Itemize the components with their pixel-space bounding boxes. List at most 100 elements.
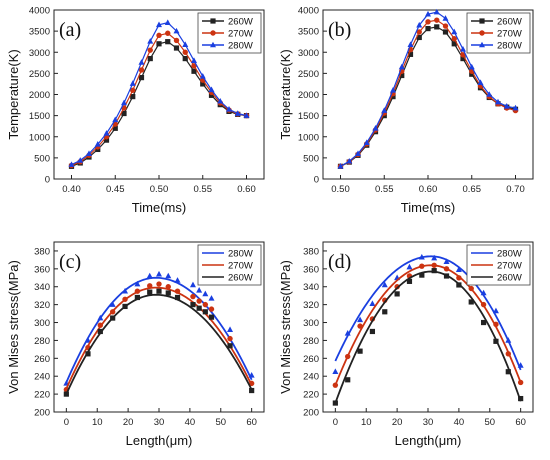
y-tick-label: 0 <box>45 175 50 186</box>
data-point <box>147 55 153 62</box>
data-point <box>492 307 499 314</box>
y-axis-title: Temperature(K) <box>278 49 293 139</box>
y-tick-label: 1000 <box>29 132 50 143</box>
data-point <box>165 284 171 290</box>
data-point <box>248 372 255 378</box>
series-260W <box>332 268 524 406</box>
y-tick-label: 2500 <box>29 69 50 80</box>
data-point <box>460 45 466 52</box>
x-tick-label: 50 <box>484 417 495 428</box>
x-tick-label: 30 <box>423 417 434 428</box>
x-tick-label: 20 <box>123 417 134 428</box>
data-point <box>174 277 181 283</box>
data-point <box>109 301 116 307</box>
data-point <box>381 281 388 288</box>
data-point <box>346 157 353 164</box>
data-point <box>505 337 512 343</box>
x-tick-label: 0.65 <box>463 184 482 195</box>
y-tick-label: 240 <box>34 372 50 383</box>
data-point <box>456 275 462 281</box>
x-tick-label: 0 <box>333 417 338 428</box>
data-point <box>425 10 431 17</box>
data-point <box>381 107 388 113</box>
y-tick-label: 340 <box>34 282 50 293</box>
x-axis-title: Time(ms) <box>401 200 455 215</box>
y-tick-label: 360 <box>303 264 319 275</box>
data-point <box>433 8 440 15</box>
x-axis-title: Length(μm) <box>395 433 462 448</box>
data-point <box>451 36 457 42</box>
x-tick-label: 20 <box>392 417 403 428</box>
data-point <box>109 309 116 315</box>
y-tick-label: 260 <box>34 354 50 365</box>
data-point <box>191 68 197 74</box>
data-point <box>174 288 181 294</box>
y-tick-label: 320 <box>34 300 50 311</box>
y-tick-label: 2000 <box>298 90 319 101</box>
data-point <box>337 163 344 169</box>
data-point <box>191 63 197 69</box>
data-point <box>182 55 188 62</box>
x-tick-label: 0.55 <box>194 184 213 195</box>
data-point <box>480 319 487 326</box>
x-tick-label: 60 <box>515 417 526 428</box>
data-point <box>165 30 171 36</box>
y-tick-label: 220 <box>303 390 319 401</box>
x-tick-label: 0.50 <box>331 184 350 195</box>
data-point <box>202 309 208 315</box>
panel-label: (a) <box>59 19 81 41</box>
x-tick-label: 0.50 <box>150 184 169 195</box>
data-point <box>84 337 91 343</box>
data-point <box>199 73 206 79</box>
data-point <box>165 272 172 279</box>
x-tick-label: 30 <box>154 417 165 428</box>
series-260W <box>63 288 255 397</box>
legend-swatch-marker <box>210 41 216 48</box>
data-point <box>182 49 188 55</box>
y-tick-label: 360 <box>34 264 50 275</box>
data-point <box>189 281 196 288</box>
data-point <box>138 67 145 73</box>
data-point <box>355 150 361 156</box>
data-point <box>165 290 171 296</box>
data-point <box>122 287 129 294</box>
legend-label: 270W <box>497 261 522 272</box>
data-point <box>147 289 153 295</box>
data-point <box>505 351 511 357</box>
data-point <box>174 294 181 301</box>
data-point <box>455 266 462 273</box>
legend-label: 260W <box>228 17 253 28</box>
data-point <box>234 110 241 116</box>
data-point <box>344 329 351 336</box>
data-point <box>357 348 363 354</box>
data-point <box>518 395 524 402</box>
fit-curve <box>65 286 253 390</box>
data-point <box>156 41 162 47</box>
data-point <box>134 294 140 301</box>
chart-panel-1: 0.40 0.45 0.50 0.55 0.60 0 500 1000 1500 2000 2500… <box>6 6 265 215</box>
x-tick-label: 0.70 <box>506 184 525 195</box>
data-point <box>503 103 510 109</box>
data-point <box>434 17 440 23</box>
data-point <box>191 57 197 63</box>
data-point <box>103 137 110 143</box>
data-point <box>419 263 425 269</box>
data-point <box>480 301 487 308</box>
data-point <box>208 86 215 93</box>
y-tick-label: 3500 <box>298 27 319 38</box>
y-tick-label: 280 <box>303 336 319 347</box>
y-axis-title: Von Mises stress(MPa) <box>6 260 21 394</box>
data-point <box>129 80 136 86</box>
data-point <box>122 296 128 302</box>
y-axis-title: Von Mises stress(MPa) <box>278 260 293 394</box>
y-tick-label: 320 <box>303 300 319 311</box>
legend-label: 280W <box>497 249 522 260</box>
chart-panel-4: 0 10 20 30 40 50 60 200 220 240 260 280 300 320 340 360… <box>278 241 534 448</box>
data-point <box>156 21 162 28</box>
data-point <box>156 32 162 39</box>
y-tick-label: 220 <box>34 390 50 401</box>
data-point <box>227 335 233 342</box>
fit-curve <box>334 270 522 404</box>
